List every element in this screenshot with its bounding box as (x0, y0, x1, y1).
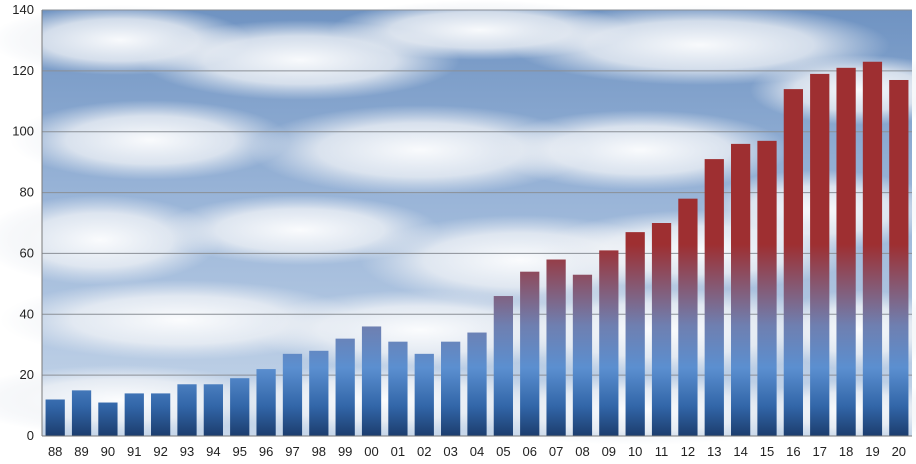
bar (625, 232, 645, 436)
bar (309, 350, 329, 436)
x-tick-label: 99 (338, 444, 352, 459)
bar (546, 259, 566, 436)
x-tick-label: 90 (101, 444, 115, 459)
bar (124, 393, 144, 436)
cloud (10, 100, 290, 180)
bar (414, 353, 434, 436)
x-tick-label: 95 (232, 444, 246, 459)
bar-series (45, 61, 909, 437)
bar (810, 73, 830, 437)
bar (520, 271, 540, 436)
x-tick-label: 01 (391, 444, 405, 459)
x-tick-label: 13 (707, 444, 721, 459)
bar (678, 198, 698, 436)
x-tick-label: 02 (417, 444, 431, 459)
x-tick-label: 89 (74, 444, 88, 459)
bar (98, 402, 118, 436)
bar (151, 393, 171, 436)
x-tick-label: 98 (312, 444, 326, 459)
x-tick-label: 11 (655, 444, 669, 459)
x-tick-label: 08 (575, 444, 589, 459)
x-tick-label: 17 (812, 444, 826, 459)
x-tick-label: 05 (496, 444, 510, 459)
x-tick-label: 88 (48, 444, 62, 459)
x-tick-label: 15 (760, 444, 774, 459)
cloud (540, 210, 860, 290)
bar (599, 250, 619, 436)
cloud (250, 105, 590, 195)
x-tick-label: 07 (549, 444, 563, 459)
bar (177, 384, 197, 436)
bar (45, 399, 65, 436)
x-tick-label: 14 (733, 444, 747, 459)
bar (203, 384, 223, 436)
x-tick-label: 96 (259, 444, 273, 459)
x-tick-label: 10 (628, 444, 642, 459)
x-axis-tick-labels: 88 89 90 91 92 93 94 95 96 97 98 99 00 01 02 03 04 05 06 07… (48, 444, 906, 459)
bar (282, 353, 303, 436)
x-tick-label: 91 (127, 444, 141, 459)
bar (361, 326, 382, 436)
y-tick-label: 120 (12, 63, 34, 78)
y-tick-label: 20 (20, 367, 34, 382)
bar (572, 274, 593, 436)
bar (862, 61, 883, 436)
y-tick-label: 100 (12, 124, 34, 139)
x-tick-label: 00 (364, 444, 378, 459)
bar (335, 338, 355, 436)
x-tick-label: 03 (443, 444, 457, 459)
y-tick-label: 0 (27, 428, 34, 443)
x-tick-label: 18 (839, 444, 853, 459)
bar (836, 67, 856, 436)
cloud (0, 195, 220, 285)
bar (889, 79, 909, 437)
bar (651, 223, 672, 436)
y-tick-label: 40 (20, 306, 34, 321)
bar (757, 140, 777, 436)
x-tick-label: 09 (602, 444, 616, 459)
bar (230, 378, 250, 436)
x-tick-label: 97 (285, 444, 299, 459)
x-tick-label: 06 (522, 444, 536, 459)
x-tick-label: 04 (470, 444, 484, 459)
bar (71, 390, 92, 436)
bar (783, 89, 803, 437)
bar (388, 341, 408, 436)
x-tick-label: 12 (681, 444, 695, 459)
y-tick-label: 80 (20, 185, 34, 200)
bar (256, 369, 276, 436)
y-tick-label: 60 (20, 245, 34, 260)
y-axis-tick-labels: 0 20 40 60 80 100 120 140 (12, 2, 34, 443)
x-tick-label: 16 (786, 444, 800, 459)
bar (731, 143, 751, 436)
x-tick-label: 92 (153, 444, 167, 459)
x-tick-label: 93 (180, 444, 194, 459)
bar (493, 296, 513, 436)
y-tick-label: 140 (12, 2, 34, 17)
bar (467, 332, 487, 436)
x-tick-label: 20 (892, 444, 906, 459)
axes (41, 10, 912, 437)
bar (704, 159, 724, 436)
x-tick-label: 94 (206, 444, 220, 459)
x-tick-label: 19 (865, 444, 879, 459)
bar (441, 341, 461, 436)
